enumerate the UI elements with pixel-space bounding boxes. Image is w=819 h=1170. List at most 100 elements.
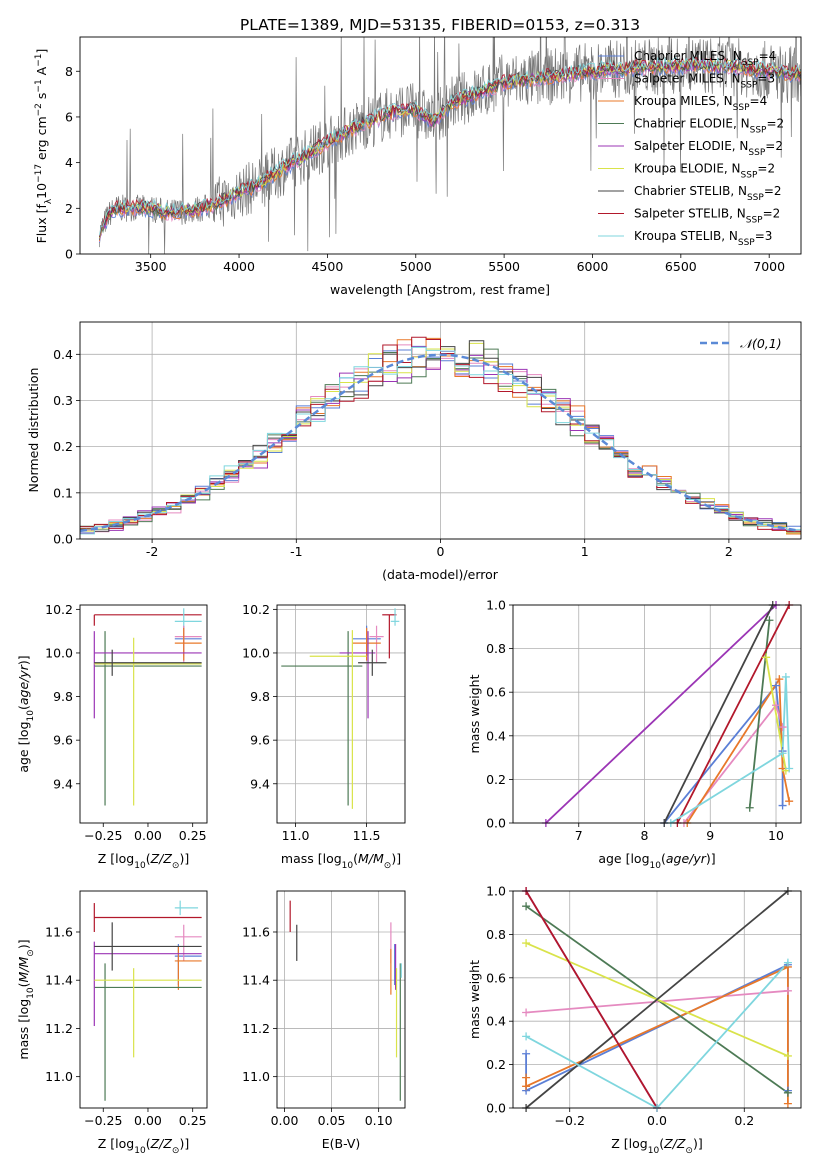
weight-marker-kroupa_miles bbox=[522, 1082, 531, 1091]
x-axis-label: Z [log10(Z/Z⊙)] bbox=[611, 1136, 702, 1156]
legend-entry: Chabrier ELODIE, NSSP=2 bbox=[634, 117, 784, 136]
x-tick-label: 6000 bbox=[577, 259, 609, 274]
y-tick-label: 11.0 bbox=[242, 1069, 270, 1084]
weight-marker-salpeter_miles bbox=[522, 1008, 531, 1017]
legend-entry: Salpeter STELIB, NSSP=2 bbox=[634, 207, 780, 226]
figure-title: PLATE=1389, MJD=53135, FIBERID=0153, z=0… bbox=[240, 16, 640, 34]
x-tick-label: 0.25 bbox=[179, 1113, 207, 1128]
x-axis-label: mass [log10(M/M⊙)] bbox=[281, 851, 401, 871]
weight-marker-chabrier_miles bbox=[772, 681, 781, 690]
weight-marker-chabrier_miles bbox=[778, 801, 787, 810]
legend-entry: Salpeter MILES, NSSP=3 bbox=[634, 72, 775, 91]
x-tick-label: 0.0 bbox=[647, 1113, 667, 1128]
legend-entry: Kroupa ELODIE, NSSP=2 bbox=[634, 162, 775, 181]
weight-line-chabrier_stelib bbox=[663, 605, 774, 823]
y-tick-label: 0.1 bbox=[53, 485, 73, 500]
x-tick-label: 7000 bbox=[753, 259, 785, 274]
x-tick-label: 1 bbox=[581, 544, 589, 559]
x-tick-label: 0.00 bbox=[134, 828, 162, 843]
axes-frame bbox=[512, 890, 802, 1109]
weight-marker-chabrier_elodie bbox=[765, 616, 774, 625]
y-tick-label: 11.0 bbox=[45, 1069, 73, 1084]
x-axis-label: Z [log10(Z/Z⊙)] bbox=[98, 851, 189, 871]
y-tick-label: 10.0 bbox=[242, 645, 270, 660]
y-tick-label: 9.8 bbox=[53, 689, 73, 704]
normal-curve bbox=[80, 353, 799, 533]
weight-line-salpeter_stelib bbox=[525, 891, 658, 1108]
y-tick-label: 10.2 bbox=[242, 602, 270, 617]
y-tick-label: 11.4 bbox=[242, 973, 270, 988]
legend-entry: Kroupa MILES, NSSP=4 bbox=[634, 94, 767, 113]
y-tick-label: 8 bbox=[65, 64, 73, 79]
weight-marker-chabrier_elodie bbox=[783, 1088, 792, 1097]
y-axis-label: Flux [fλ10−17 erg cm−2 s−1 A−1] bbox=[34, 49, 54, 244]
weight-marker-kroupa_stelib bbox=[785, 764, 794, 773]
weight-marker-kroupa_miles bbox=[775, 675, 784, 684]
weight-marker-chabrier_elodie bbox=[745, 803, 754, 812]
legend-entry: Salpeter ELODIE, NSSP=2 bbox=[634, 139, 783, 158]
axes-mass_vs_Z: −0.25 0.00 0.25 11.0 11.2 11.4 11.6 Z [log10(Z/… bbox=[16, 890, 208, 1156]
x-tick-label: 0.10 bbox=[365, 1113, 393, 1128]
x-axis-label: age [log10(age/yr)] bbox=[598, 851, 715, 871]
axes-age_vs_mass: 11.0 11.5 9.4 9.6 9.8 10.0 10.2 mass [log10(M/M… bbox=[242, 602, 406, 871]
x-tick-label: 0.25 bbox=[179, 828, 207, 843]
x-tick-label: 11.5 bbox=[353, 828, 381, 843]
x-tick-label: 0 bbox=[437, 544, 445, 559]
x-tick-label: 6500 bbox=[665, 259, 697, 274]
legend-entry: Kroupa STELIB, NSSP=3 bbox=[634, 229, 772, 248]
y-tick-label: 11.6 bbox=[242, 924, 270, 939]
y-tick-label: 1.0 bbox=[486, 884, 506, 899]
y-axis-label: age [log10(age/yr)] bbox=[16, 655, 36, 772]
axes-frame bbox=[79, 604, 208, 824]
y-tick-label: 2 bbox=[65, 201, 73, 216]
axes-spectrum: 3500 4000 4500 5000 5500 6000 6500 7000 0 2 4 6 8 wav… bbox=[34, 36, 802, 297]
y-tick-label: 4 bbox=[65, 155, 73, 170]
plot-area bbox=[93, 608, 202, 806]
y-tick-label: 11.4 bbox=[45, 973, 73, 988]
plot-area bbox=[545, 605, 791, 823]
plot-area bbox=[98, 37, 801, 254]
y-axis-label: mass weight bbox=[467, 674, 482, 753]
y-tick-label: 9.6 bbox=[250, 733, 270, 748]
x-tick-label: 8 bbox=[641, 828, 649, 843]
weight-marker-kroupa_stelib bbox=[778, 749, 787, 758]
x-tick-label: -2 bbox=[146, 544, 158, 559]
x-tick-label: 3500 bbox=[135, 259, 167, 274]
x-tick-label: -1 bbox=[290, 544, 302, 559]
weight-marker-salpeter_miles bbox=[772, 701, 781, 710]
y-tick-label: 0.4 bbox=[486, 1014, 506, 1029]
y-tick-label: 10.0 bbox=[45, 645, 73, 660]
x-tick-label: 10 bbox=[768, 828, 784, 843]
y-tick-label: 11.2 bbox=[45, 1021, 73, 1036]
legend-entry: Chabrier STELIB, NSSP=2 bbox=[634, 184, 782, 203]
axes-frame bbox=[276, 604, 406, 824]
y-axis-label: mass weight bbox=[467, 960, 482, 1039]
x-axis-label: E(B-V) bbox=[322, 1136, 361, 1151]
weight-line-salpeter_miles bbox=[526, 989, 788, 1014]
y-axis-label: mass [log10(M/M⊙)] bbox=[16, 939, 36, 1059]
plot-area bbox=[93, 900, 202, 1101]
weight-line-chabrier_miles bbox=[663, 683, 784, 823]
y-tick-label: 11.6 bbox=[45, 924, 73, 939]
axes-age_vs_Z: −0.25 0.00 0.25 9.4 9.6 9.8 10.0 10.2 Z [log10(Z… bbox=[16, 602, 208, 871]
y-tick-label: 0.4 bbox=[53, 347, 73, 362]
weight-line-kroupa_stelib bbox=[670, 676, 791, 823]
weight-marker-salpeter_miles bbox=[778, 723, 787, 732]
axes-mass_vs_ebv: 0.00 0.05 0.10 11.0 11.2 11.4 11.6 E(B-V) bbox=[242, 890, 406, 1151]
x-axis-label: wavelength [Angstrom, rest frame] bbox=[330, 282, 550, 297]
y-tick-label: 1.0 bbox=[486, 598, 506, 613]
x-tick-label: 9 bbox=[706, 828, 714, 843]
legend-entry: 𝒩(0,1) bbox=[740, 336, 782, 351]
legend-entry: Chabrier MILES, NSSP=4 bbox=[634, 49, 776, 68]
weight-marker-chabrier_elodie bbox=[522, 902, 531, 911]
model-spectrum-chabrier_stelib bbox=[98, 57, 801, 238]
axes-frame bbox=[79, 890, 208, 1109]
x-tick-label: 11.0 bbox=[282, 828, 310, 843]
weight-marker-chabrier_miles bbox=[522, 1049, 531, 1058]
weight-marker-kroupa_stelib bbox=[783, 958, 792, 967]
weight-marker-kroupa_stelib bbox=[522, 1032, 531, 1041]
y-tick-label: 0.2 bbox=[486, 1057, 506, 1072]
y-tick-label: 11.2 bbox=[242, 1021, 270, 1036]
weight-line-salpeter_stelib bbox=[676, 605, 791, 823]
